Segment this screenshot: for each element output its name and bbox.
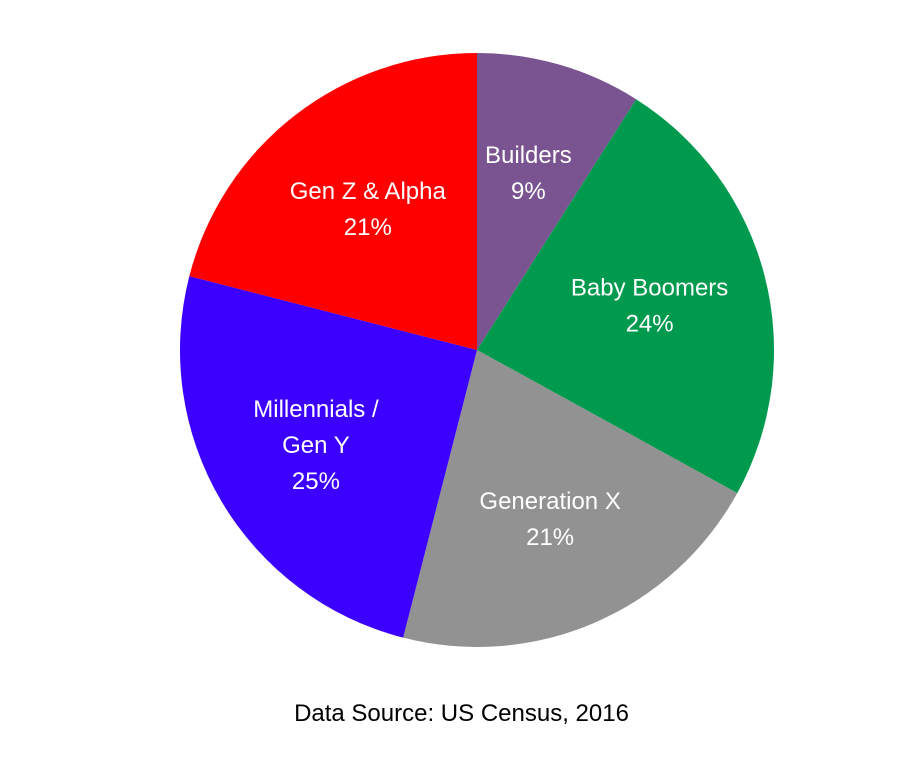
slice-value-label: 25%: [292, 468, 340, 495]
slice-category-label: Baby Boomers: [571, 275, 728, 302]
slice-category-label: Builders: [485, 142, 572, 169]
slice-label-millennials-gen-y: Millennials / Gen Y 25%: [253, 396, 379, 495]
pie-labels: Builders 9% Baby Boomers 24% Generation X 21%…: [253, 142, 728, 551]
pie-slices: [179, 53, 774, 647]
slice-label-gen-z-alpha: Gen Z & Alpha 21%: [290, 178, 447, 241]
slice-generation-x: [403, 350, 738, 647]
slice-gen-z-alpha: [189, 53, 477, 350]
data-source-caption: Data Source: US Census, 2016: [294, 700, 629, 727]
slice-value-label: 24%: [626, 311, 674, 338]
slice-value-label: 9%: [511, 178, 546, 205]
slice-label-generation-x: Generation X 21%: [479, 488, 620, 551]
slice-category-label: Gen Z & Alpha: [290, 178, 447, 205]
slice-millennials-gen-y: [179, 276, 477, 638]
slice-value-label: 21%: [344, 214, 392, 241]
slice-label-baby-boomers: Baby Boomers 24%: [571, 275, 728, 338]
slice-value-label: 21%: [526, 524, 574, 551]
slice-builders: [477, 53, 637, 350]
slice-category-label: Generation X: [479, 488, 620, 515]
slice-baby-boomers: [477, 99, 774, 494]
slice-category-label: Gen Y: [282, 432, 350, 459]
slice-label-builders: Builders 9%: [485, 142, 572, 205]
slice-category-label: Millennials /: [253, 396, 379, 423]
